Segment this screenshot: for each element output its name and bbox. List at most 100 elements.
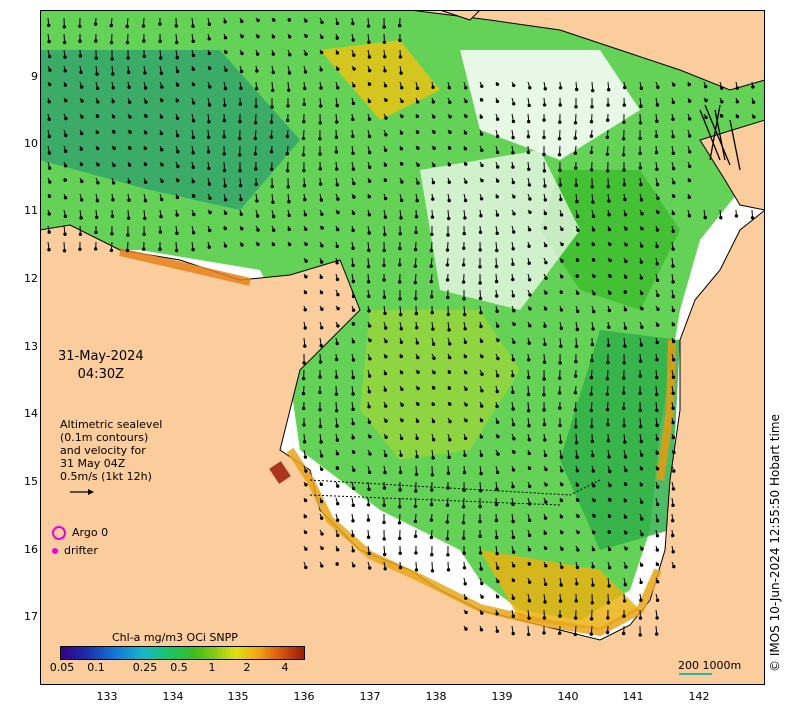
velocity-arrow-head [527, 278, 532, 282]
velocity-arrow-head [352, 195, 356, 199]
velocity-arrow-head [464, 627, 468, 631]
velocity-arrow-head [655, 167, 659, 172]
velocity-arrow-head [557, 137, 562, 141]
velocity-arrow-head [399, 312, 403, 317]
velocity-arrow-head [351, 211, 356, 215]
velocity-arrow-head [624, 482, 628, 486]
velocity-arrow-head [544, 467, 548, 472]
velocity-arrow-head [110, 232, 114, 236]
velocity-arrow-head [48, 68, 52, 72]
velocity-legend: Altimetric sealevel (0.1m contours) and … [60, 418, 162, 500]
velocity-arrow-head [655, 119, 659, 123]
velocity-arrow-head [64, 133, 68, 138]
velocity-arrow-head [589, 168, 594, 172]
velocity-arrow-head [559, 455, 564, 459]
velocity-arrow-head [175, 69, 180, 74]
velocity-arrow-head [478, 489, 483, 493]
velocity-arrow-head [80, 115, 84, 119]
velocity-arrow-head [318, 182, 323, 186]
velocity-arrow-head [528, 324, 532, 328]
velocity-arrow-head [512, 309, 516, 313]
velocity-arrow-head [639, 467, 644, 471]
velocity-arrow-head [285, 169, 290, 173]
velocity-arrow-head [511, 578, 516, 583]
velocity-arrow-head [559, 344, 563, 348]
velocity-arrow-head [624, 227, 628, 231]
velocity-arrow-head [463, 198, 468, 203]
velocity-arrow-head [511, 262, 515, 266]
velocity-arrow-head [431, 180, 436, 185]
velocity-arrow-head [621, 153, 626, 157]
velocity-arrow-head [622, 361, 626, 365]
velocity-arrow-head [382, 278, 386, 282]
velocity-arrow-head [719, 216, 723, 220]
velocity-arrow-head [430, 553, 434, 557]
velocity-arrow-head [415, 326, 419, 330]
velocity-arrow-head [640, 325, 644, 329]
velocity-arrow-head [624, 531, 628, 535]
velocity-arrow-head [398, 505, 402, 509]
velocity-arrow-head [575, 455, 579, 459]
velocity-arrow-head [542, 616, 547, 620]
velocity-arrow-head [559, 308, 564, 312]
velocity-arrow-head [336, 227, 340, 232]
velocity-arrow-head [606, 103, 610, 107]
velocity-arrow-head [383, 69, 387, 73]
velocity-arrow-head [447, 163, 451, 167]
velocity-arrow-head [414, 311, 418, 316]
velocity-arrow-head [223, 36, 228, 40]
velocity-arrow-head [590, 342, 594, 347]
velocity-arrow-head [336, 533, 340, 538]
velocity-arrow-head [95, 199, 100, 203]
velocity-arrow-head [142, 39, 146, 43]
velocity-arrow-head [624, 275, 628, 279]
velocity-arrow-head [589, 150, 594, 155]
velocity-arrow-head [383, 567, 387, 571]
velocity-arrow-head [78, 247, 82, 252]
velocity-arrow-head [671, 294, 675, 299]
velocity-arrow-head [591, 453, 595, 458]
velocity-arrow-head [432, 115, 436, 119]
velocity-arrow-head [47, 134, 52, 139]
velocity-arrow-head [447, 180, 451, 184]
velocity-arrow-head [303, 290, 308, 295]
velocity-arrow-head [63, 232, 67, 236]
velocity-arrow-head [672, 469, 676, 473]
velocity-arrow-head [495, 309, 499, 313]
velocity-arrow-head [448, 402, 452, 406]
velocity-arrow-head [302, 102, 306, 107]
velocity-arrow-head [478, 230, 483, 235]
velocity-arrow-head [558, 168, 562, 173]
velocity-arrow-head [255, 69, 259, 73]
velocity-arrow-head [511, 614, 515, 618]
velocity-arrow-head [511, 407, 515, 411]
velocity-arrow-head [687, 178, 692, 183]
velocity-arrow-head [560, 565, 564, 569]
velocity-arrow-head [351, 549, 355, 553]
velocity-arrow-head [638, 408, 642, 413]
velocity-arrow-head [560, 242, 564, 247]
velocity-arrow-head [671, 229, 675, 234]
velocity-arrow-head [495, 595, 500, 599]
velocity-arrow-head [111, 86, 115, 90]
velocity-arrow-head [528, 307, 532, 311]
velocity-arrow-head [398, 38, 402, 43]
velocity-arrow-head [655, 423, 659, 427]
velocity-arrow-head [95, 86, 100, 91]
velocity-scale-arrow-icon [70, 489, 94, 495]
velocity-arrow-head [479, 324, 483, 329]
velocity-arrow-head [480, 84, 484, 89]
velocity-arrow-head [191, 82, 196, 87]
velocity-arrow-head [399, 71, 403, 75]
velocity-arrow-head [304, 259, 308, 263]
velocity-arrow-head [351, 375, 355, 380]
velocity-arrow-head [543, 87, 547, 91]
velocity-arrow-head [431, 456, 435, 460]
velocity-arrow-head [448, 438, 452, 442]
velocity-arrow-head [575, 565, 580, 570]
velocity-arrow-head [464, 610, 468, 615]
velocity-arrow-head [605, 135, 610, 140]
velocity-arrow-head [256, 34, 260, 39]
velocity-arrow-head [495, 551, 499, 556]
velocity-arrow-head [398, 232, 402, 236]
